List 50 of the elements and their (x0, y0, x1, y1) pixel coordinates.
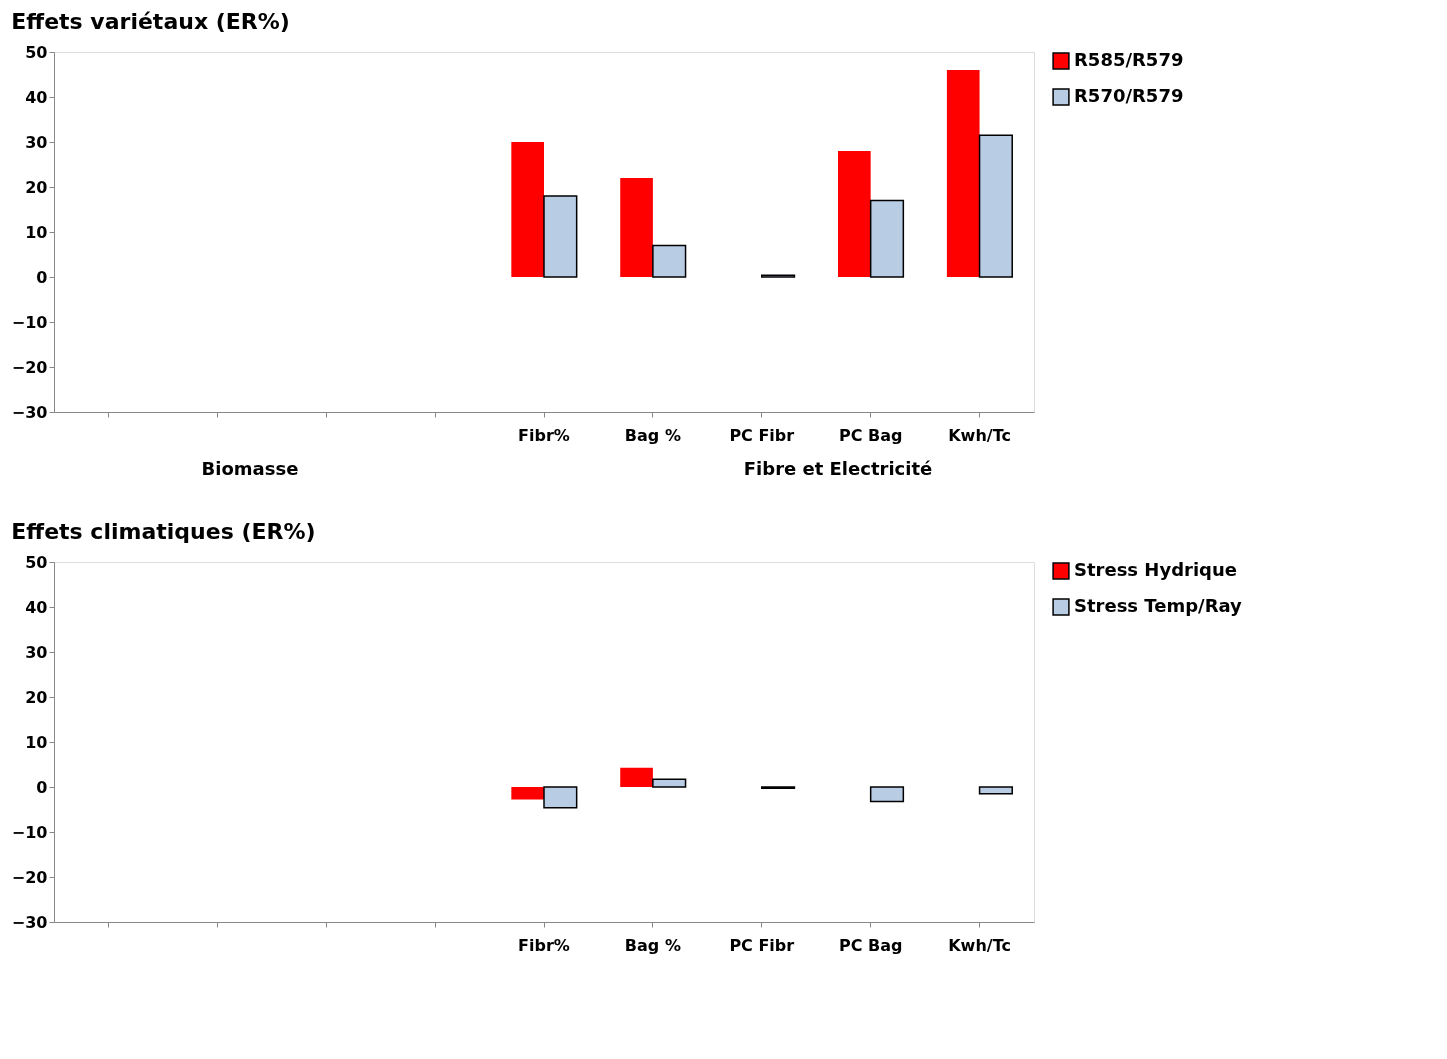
legend-label: Stress Temp/Ray (1074, 595, 1243, 616)
bar (620, 767, 653, 787)
y-tick-label: −10 (11, 312, 48, 332)
chart-title: Effets climatiques (ER%) (11, 519, 316, 544)
bar (978, 786, 1013, 795)
bar (978, 134, 1013, 278)
y-tick-label: 0 (36, 777, 48, 797)
bar (652, 244, 687, 278)
y-tick-label: 20 (25, 177, 48, 197)
chart-title: Effets variétaux (ER%) (11, 9, 290, 34)
legend-label: Stress Hydrique (1074, 559, 1237, 580)
x-tick-label: Kwh/Tc (948, 425, 1011, 445)
y-tick-label: 20 (25, 687, 48, 707)
bar (543, 195, 578, 278)
x-tick-label: Fibr% (518, 935, 570, 955)
text: Biomasse (201, 458, 299, 479)
bar (838, 151, 871, 277)
y-tick-label: −20 (11, 357, 48, 377)
y-tick-label: 30 (25, 132, 48, 152)
legend-label: R570/R579 (1074, 85, 1184, 106)
legend-label: R585/R579 (1074, 49, 1184, 70)
bar (543, 786, 578, 809)
x-tick-label: PC Bag (838, 935, 903, 955)
x-tick-label: Kwh/Tc (948, 935, 1011, 955)
y-tick-label: −30 (11, 912, 48, 932)
bar (946, 70, 980, 277)
x-tick-label: Bag % (624, 425, 681, 445)
y-tick-label: 30 (25, 642, 48, 662)
bar (511, 142, 544, 277)
y-tick-label: 50 (25, 552, 48, 572)
x-tick-label: Bag % (624, 935, 681, 955)
y-tick-label: −20 (11, 867, 48, 887)
x-tick-label: PC Bag (838, 425, 903, 445)
y-tick-label: −30 (11, 402, 48, 422)
x-tick-label: PC Fibr (729, 935, 795, 955)
y-tick-label: 40 (25, 87, 48, 107)
y-tick-label: 10 (25, 222, 48, 242)
bar (652, 778, 687, 788)
bar (869, 199, 905, 278)
x-tick-label: PC Fibr (729, 425, 795, 445)
y-tick-label: 10 (25, 732, 48, 752)
y-tick-label: −10 (11, 822, 48, 842)
bar (869, 786, 905, 803)
y-tick-label: 40 (25, 597, 48, 617)
y-tick-label: 50 (25, 42, 48, 62)
y-tick-label: 0 (36, 267, 48, 287)
bar (511, 787, 544, 800)
text: Fibre et Electricité (743, 458, 933, 479)
bar (620, 178, 653, 277)
x-tick-label: Fibr% (518, 425, 570, 445)
